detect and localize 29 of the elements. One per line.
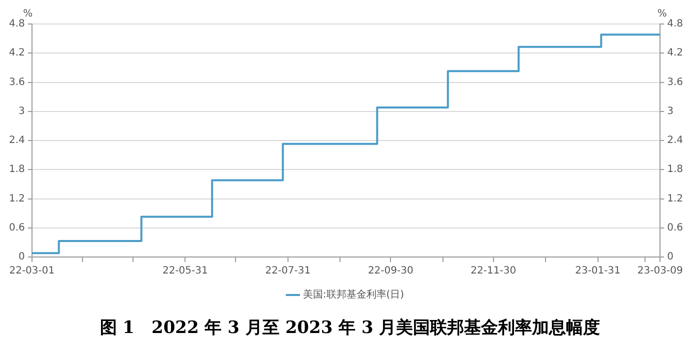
x-tick-label: 22-05-31 [162, 266, 208, 277]
y-tick-label: 0.6 [8, 222, 25, 234]
y2-tick-label: 3.6 [667, 76, 684, 88]
text: 图 1 2022 年 3 月至 2023 年 3 月美国联邦基金利率加息幅度 [98, 317, 602, 339]
y2-tick-label: 1.8 [667, 164, 684, 176]
y-tick-label: 3 [18, 106, 25, 117]
x-tick-label: 23-01-31 [575, 266, 620, 277]
x-tick-label: 22-03-01 [9, 266, 55, 277]
x-tick-label: 22-07-31 [265, 266, 311, 277]
y2-tick-label: 4.2 [667, 48, 684, 59]
legend-label: 美国:联邦基金利率(日) [302, 288, 404, 301]
x-tick-label: 22-09-30 [368, 266, 414, 277]
y-tick-label: 4.2 [8, 48, 25, 59]
y2-tick-label: 4.8 [667, 18, 684, 30]
y2-tick-label: 3 [667, 106, 674, 117]
y-tick-label: 3.6 [8, 76, 25, 88]
y-tick-label: 0 [18, 252, 25, 263]
y2-axis-title: % [657, 8, 667, 20]
y-tick-label: 1.2 [8, 193, 25, 204]
y2-tick-label: 0.6 [667, 222, 684, 234]
x-tick-label: 23-03-09 [637, 266, 683, 277]
y2-tick-label: 0 [667, 252, 674, 263]
y-tick-label: 1.8 [8, 164, 25, 176]
x-tick-label: 22-11-30 [470, 266, 516, 277]
y2-tick-label: 2.4 [667, 135, 684, 146]
y-tick-label: 4.8 [8, 18, 25, 30]
y2-tick-label: 1.2 [667, 193, 684, 204]
y-axis-title: % [23, 8, 33, 20]
y-tick-label: 2.4 [8, 135, 25, 146]
